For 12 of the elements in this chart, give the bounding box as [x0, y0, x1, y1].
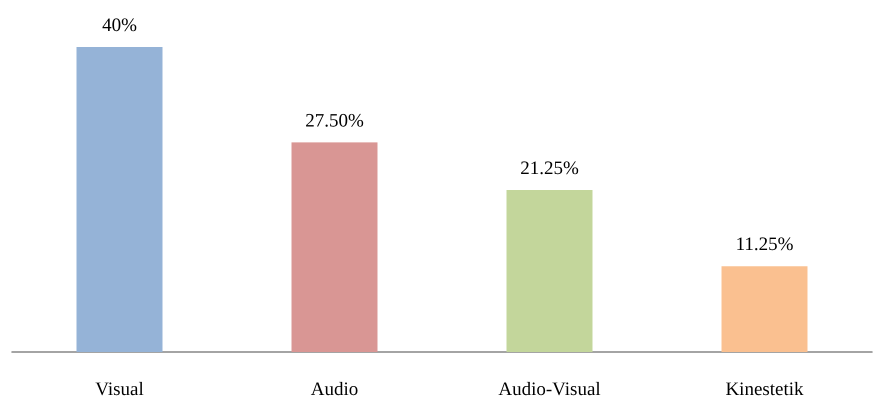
data-label: 40%: [102, 15, 138, 36]
bar: [292, 142, 378, 352]
data-label: 11.25%: [736, 234, 794, 256]
bar: [76, 47, 162, 352]
bar: [506, 190, 592, 352]
x-tick-label: Audio: [310, 379, 358, 400]
x-tick-label: Audio-Visual: [498, 379, 601, 400]
data-label: 21.25%: [520, 158, 579, 179]
bar: [722, 266, 808, 352]
data-label: 27.50%: [305, 110, 364, 132]
x-tick-label: Kinestetik: [725, 379, 804, 400]
x-tick-label: Visual: [95, 379, 144, 400]
